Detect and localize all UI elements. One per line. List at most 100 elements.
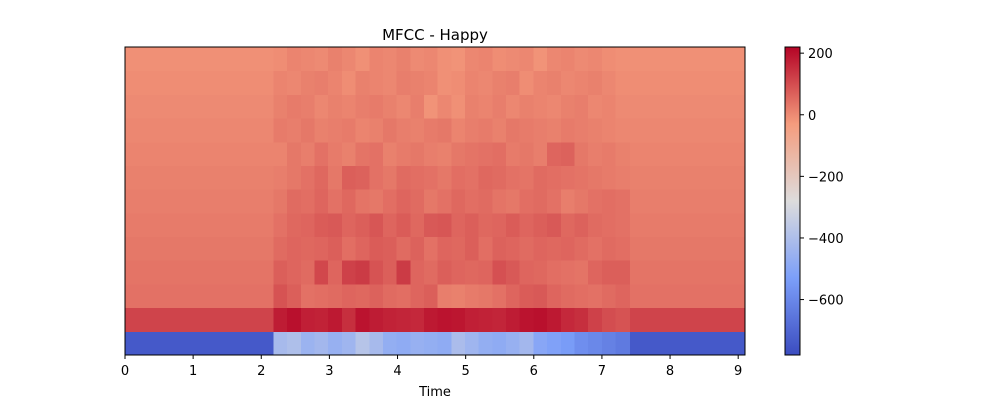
heatmap-cell (506, 141, 521, 166)
heatmap-cell (273, 331, 288, 356)
heatmap-cell (601, 165, 617, 190)
heatmap-cell (629, 94, 745, 119)
heatmap-cell (519, 94, 535, 119)
heatmap-cell (615, 283, 630, 309)
heatmap-cell (574, 331, 589, 356)
heatmap-cell (451, 307, 466, 332)
heatmap-cell (437, 94, 452, 119)
heatmap-cell (396, 260, 411, 285)
heatmap-cell (560, 47, 576, 72)
heatmap-cell (533, 118, 548, 143)
heatmap-cell (533, 307, 548, 332)
heatmap-cell (519, 118, 535, 143)
heatmap-cell (125, 118, 275, 143)
heatmap-cell (341, 236, 357, 261)
heatmap-cell (601, 236, 617, 261)
heatmap-cell (328, 165, 343, 190)
heatmap-cell (465, 331, 480, 356)
heatmap-cell (125, 47, 275, 72)
heatmap-cell (601, 118, 617, 143)
heatmap-cell (341, 94, 357, 119)
heatmap-cell (451, 260, 466, 285)
heatmap-cell (492, 94, 507, 119)
heatmap-cell (560, 70, 576, 95)
heatmap-cell (437, 141, 452, 166)
heatmap-cell (588, 118, 603, 143)
heatmap-cell (601, 331, 617, 356)
heatmap-cell (287, 118, 302, 143)
heatmap-cell (465, 165, 480, 190)
heatmap-cell (328, 307, 343, 332)
heatmap-cell (451, 165, 466, 190)
heatmap-cell (396, 165, 411, 190)
heatmap-cell (574, 70, 589, 95)
heatmap-cell (410, 141, 425, 166)
heatmap-cell (341, 141, 357, 166)
heatmap-cell (382, 70, 398, 95)
heatmap-cell (396, 70, 411, 95)
heatmap-cell (328, 283, 343, 309)
heatmap-cell (629, 283, 745, 309)
heatmap-cell (382, 94, 398, 119)
heatmap-cell (478, 212, 493, 238)
heatmap-cell (355, 307, 370, 332)
heatmap-cell (287, 283, 302, 309)
heatmap-cell (369, 260, 384, 285)
colorbar-tick-label: 200 (808, 47, 833, 62)
heatmap-cell (273, 212, 288, 238)
x-tick-label: 9 (734, 364, 742, 379)
heatmap-cell (465, 118, 480, 143)
heatmap-cell (560, 212, 576, 238)
heatmap-cell (300, 141, 316, 166)
heatmap-cell (478, 47, 493, 72)
heatmap-cell (601, 212, 617, 238)
heatmap-cell (341, 212, 357, 238)
heatmap-cell (437, 307, 452, 332)
heatmap-cell (601, 189, 617, 214)
heatmap-cell (574, 94, 589, 119)
heatmap-cell (601, 70, 617, 95)
heatmap-cell (287, 212, 302, 238)
heatmap-cell (519, 189, 535, 214)
heatmap-cell (629, 212, 745, 238)
heatmap-cell (465, 94, 480, 119)
heatmap-cell (588, 47, 603, 72)
heatmap-cell (396, 47, 411, 72)
heatmap-cell (287, 70, 302, 95)
heatmap-cell (410, 165, 425, 190)
heatmap-cell (615, 47, 630, 72)
heatmap-cell (396, 283, 411, 309)
heatmap-cell (478, 70, 493, 95)
heatmap-cell (273, 70, 288, 95)
heatmap-cell (574, 118, 589, 143)
heatmap-cell (410, 260, 425, 285)
x-tick-label: 0 (121, 364, 129, 379)
heatmap-cell (601, 283, 617, 309)
heatmap-cell (125, 212, 275, 238)
heatmap-cell (125, 236, 275, 261)
heatmap-cell (547, 260, 562, 285)
heatmap-cell (382, 47, 398, 72)
heatmap-cell (615, 331, 630, 356)
colorbar-tick-label: −400 (808, 232, 844, 247)
heatmap-cell (492, 212, 507, 238)
heatmap-cell (369, 236, 384, 261)
heatmap-cell (287, 165, 302, 190)
heatmap-cell (125, 141, 275, 166)
heatmap-cell (560, 283, 576, 309)
heatmap-cell (314, 118, 329, 143)
heatmap-cell (355, 70, 370, 95)
heatmap-cell (423, 212, 439, 238)
heatmap-cell (588, 236, 603, 261)
heatmap-cell (547, 307, 562, 332)
heatmap-cell (506, 260, 521, 285)
heatmap-cell (341, 189, 357, 214)
heatmap-cell (300, 70, 316, 95)
heatmap-cell (465, 47, 480, 72)
heatmap-cell (601, 141, 617, 166)
heatmap-cell (615, 189, 630, 214)
heatmap-cell (300, 260, 316, 285)
heatmap-cell (629, 307, 745, 332)
heatmap-cell (382, 260, 398, 285)
